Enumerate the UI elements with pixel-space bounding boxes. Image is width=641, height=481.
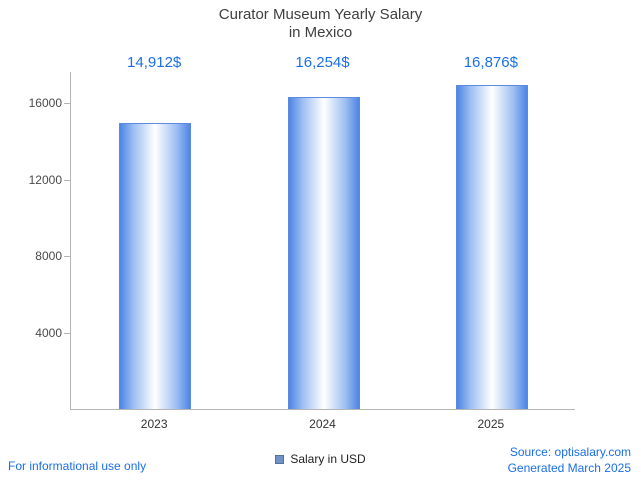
- legend: Salary in USD: [0, 452, 641, 466]
- bar-2024: [287, 97, 360, 409]
- generated-date: Generated March 2025: [507, 461, 631, 475]
- x-axis-label-2025: 2025: [477, 417, 505, 431]
- x-axis-label-2023: 2023: [140, 417, 168, 431]
- ytick-label-1: 8000: [35, 249, 62, 263]
- ytick-mark: [64, 103, 70, 104]
- ytick-label-3: 16000: [28, 96, 62, 110]
- ytick-mark: [64, 180, 70, 181]
- bar-2025: [455, 85, 528, 409]
- chart-title: Curator Museum Yearly Salary in Mexico: [0, 6, 641, 42]
- source-block: Source: optisalary.com Generated March 2…: [508, 444, 631, 476]
- bar-2023: [119, 123, 192, 409]
- bar-value-label-2023: 14,912$: [127, 54, 182, 71]
- plot-area: [70, 72, 575, 410]
- ytick-mark: [64, 333, 70, 334]
- legend-label: Salary in USD: [290, 452, 366, 466]
- source-link[interactable]: Source: optisalary.com: [509, 445, 631, 459]
- disclaimer-text: For informational use only: [8, 459, 147, 473]
- x-axis-label-2024: 2024: [309, 417, 336, 431]
- chart-title-line2: in Mexico: [288, 24, 353, 41]
- ytick-mark: [64, 256, 70, 257]
- ytick-label-2: 12000: [28, 173, 62, 187]
- bar-value-label-2024: 16,254$: [295, 54, 350, 71]
- bar-value-label-2025: 16,876$: [463, 54, 518, 71]
- ytick-label-0: 4000: [35, 326, 62, 340]
- legend-marker-icon: [275, 454, 285, 464]
- chart-title-line1: Curator Museum Yearly Salary: [218, 6, 423, 23]
